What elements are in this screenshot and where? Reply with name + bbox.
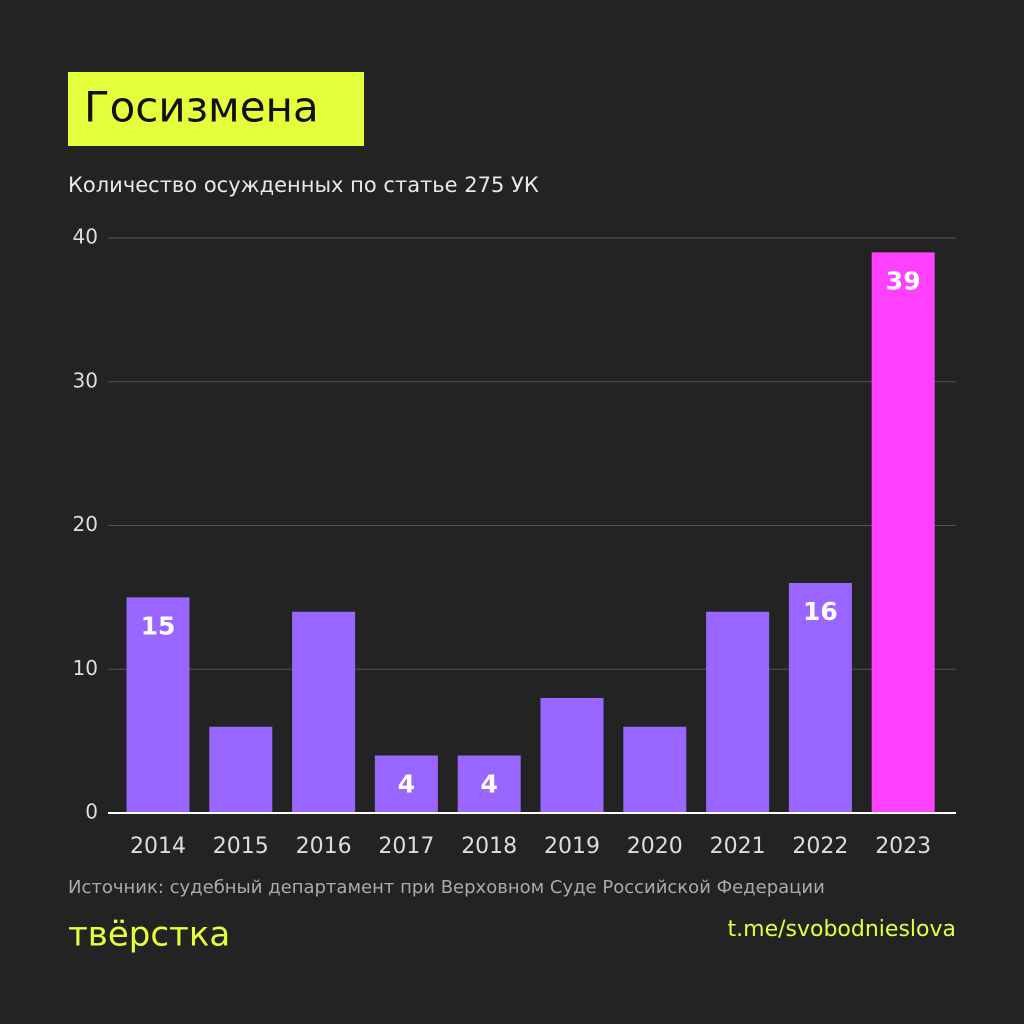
source: Источник: судебный департамент при Верхо… [68, 877, 825, 898]
x-tick-label: 2016 [296, 834, 352, 859]
bar [457, 755, 521, 813]
subtitle: Количество осужденных по статье 275 УК [68, 173, 539, 197]
y-tick-label: 0 [85, 800, 98, 824]
x-tick-label: 2018 [461, 834, 517, 859]
y-tick-label: 20 [73, 512, 98, 536]
data-label: 4 [398, 770, 415, 799]
bar [706, 611, 770, 813]
data-label: 16 [803, 597, 838, 626]
bar [871, 252, 935, 813]
x-tick-label: 2022 [792, 834, 848, 859]
bar [623, 726, 687, 813]
x-tick-label: 2019 [544, 834, 600, 859]
chart-title: Госизмена [84, 83, 319, 132]
data-label: 15 [141, 611, 176, 640]
y-tick-label: 10 [73, 656, 98, 680]
x-tick-label: 2014 [130, 834, 186, 859]
bar [540, 698, 604, 813]
x-tick-label: 2015 [213, 834, 269, 859]
y-tick-label: 40 [73, 225, 98, 249]
bar [292, 611, 356, 813]
x-tick-label: 2023 [875, 834, 931, 859]
data-label: 4 [480, 770, 497, 799]
title-box [68, 72, 364, 146]
x-tick-label: 2020 [627, 834, 683, 859]
bar [126, 597, 190, 813]
bar [374, 755, 438, 813]
x-tick-label: 2021 [710, 834, 766, 859]
link[interactable]: t.me/svobodnieslova [728, 917, 956, 942]
data-label: 39 [886, 266, 921, 295]
bar [209, 726, 273, 813]
y-tick-label: 30 [73, 368, 98, 392]
logo: твёрстка [68, 915, 230, 955]
x-tick-label: 2017 [378, 834, 434, 859]
bar [788, 583, 852, 813]
